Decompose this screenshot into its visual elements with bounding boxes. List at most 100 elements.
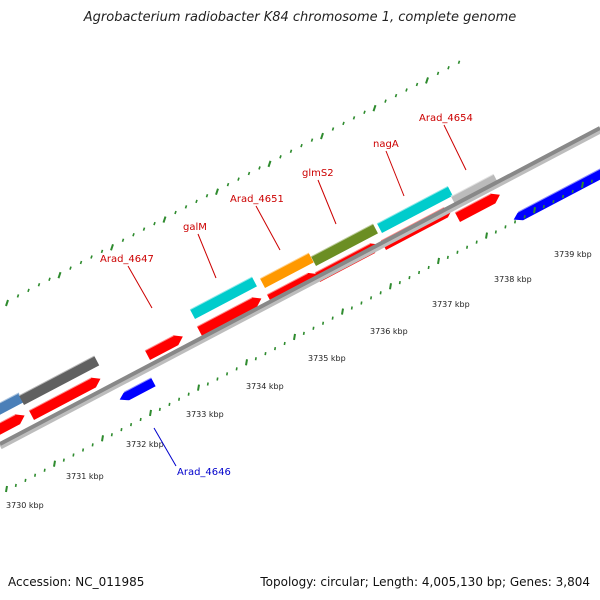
map-title: Agrobacterium radiobacter K84 chromosome…	[83, 10, 517, 25]
outer-tick	[247, 171, 251, 176]
inner-tick	[130, 422, 133, 427]
inner-tick	[110, 433, 113, 437]
outer-tick	[142, 227, 146, 231]
outer-tick	[69, 266, 72, 270]
inner-tick	[149, 409, 152, 417]
inner-tick	[302, 331, 305, 335]
reverse-gene	[510, 167, 600, 221]
cog-bar	[259, 251, 314, 288]
cog-bar-highlight	[189, 275, 253, 311]
inner-tick	[485, 232, 488, 239]
inner-tick	[360, 301, 363, 305]
forward-gene-highlight	[196, 296, 253, 328]
inner-tick	[427, 265, 430, 270]
inner-tick	[34, 473, 37, 477]
cog-bar	[18, 354, 100, 405]
inner-tick	[389, 283, 392, 290]
scale-labels: 3730 kbp 3731 kbp 3732 kbp 3733 kbp 3734 kbp…	[6, 250, 592, 510]
cog-bar-highlight	[18, 354, 95, 397]
outer-tick	[153, 221, 156, 226]
callout-line	[443, 124, 467, 171]
outer-tick	[195, 199, 198, 204]
backbone-line	[0, 126, 600, 446]
outer-tick	[205, 194, 209, 198]
outer-tick	[57, 271, 62, 279]
scale-label: 3732 kbp	[126, 440, 164, 449]
outer-tick	[457, 60, 461, 64]
outer-tick	[27, 288, 30, 293]
outer-tick	[215, 188, 219, 196]
cog-bar	[450, 173, 499, 206]
outer-tick	[405, 88, 408, 92]
cog-bar-body	[450, 173, 499, 206]
inner-tick	[293, 333, 296, 341]
inner-tick	[418, 270, 421, 275]
outer-tick	[174, 210, 177, 215]
forward-gene-highlight	[28, 376, 92, 412]
inner-tick	[408, 275, 411, 280]
inner-tick	[206, 382, 209, 386]
genome-backbone	[0, 126, 600, 450]
callout-line	[197, 233, 217, 279]
inner-tick	[533, 207, 536, 214]
cog-bar-body	[259, 252, 314, 288]
outer-tick	[310, 138, 314, 142]
scale-label: 3730 kbp	[6, 501, 44, 510]
cog-bar-highlight	[376, 185, 449, 225]
outer-tick	[79, 260, 83, 265]
cog-bar	[189, 275, 257, 319]
inner-tick	[24, 478, 27, 482]
gene-label: Arad_4647	[100, 254, 154, 265]
inner-tick	[504, 225, 507, 229]
cog-bar-body	[0, 392, 24, 415]
inner-tick	[398, 281, 401, 285]
cog-category-track	[0, 173, 499, 415]
inner-tick	[523, 215, 526, 219]
outer-tick	[162, 216, 167, 223]
inner-tick	[590, 179, 593, 183]
callout-line	[255, 205, 281, 251]
callout-line	[385, 150, 405, 197]
inner-tick	[216, 377, 219, 381]
outer-tick	[48, 277, 51, 281]
cog-bar-body	[189, 276, 257, 319]
inner-tick	[283, 341, 286, 346]
scale-label: 3736 kbp	[370, 327, 408, 336]
forward-gene-body	[196, 297, 262, 336]
inner-tick	[120, 428, 123, 432]
inner-tick	[312, 326, 315, 330]
gene-label: Arad_4654	[419, 113, 473, 124]
forward-gene-highlight	[454, 192, 491, 214]
inner-tick	[168, 402, 171, 406]
scale-label: 3731 kbp	[66, 472, 104, 481]
inner-tick	[43, 468, 46, 472]
outer-tick	[226, 182, 230, 187]
outer-tick	[37, 283, 41, 287]
outer-tick	[352, 116, 356, 120]
outer-tick	[300, 143, 303, 148]
inner-tick	[158, 407, 161, 412]
inner-tick	[341, 308, 344, 315]
inner-tick	[139, 417, 142, 422]
gene-label: glmS2	[302, 168, 334, 179]
reverse-gene-body	[119, 377, 156, 401]
inner-tick-ruler	[5, 179, 593, 493]
cog-bar-body	[18, 355, 100, 405]
outer-tick	[320, 132, 324, 140]
forward-gene	[28, 376, 101, 420]
gene-label: Arad_4646	[177, 467, 231, 478]
outer-tick	[331, 127, 335, 131]
outer-tick	[425, 77, 429, 84]
inner-tick	[72, 453, 75, 457]
callout-line	[127, 265, 153, 309]
inner-tick	[5, 485, 8, 493]
inner-tick	[226, 372, 229, 376]
outer-tick	[394, 93, 398, 98]
inner-tick	[264, 352, 267, 356]
inner-tick	[331, 316, 334, 320]
inner-tick	[437, 257, 440, 265]
forward-gene-highlight	[0, 413, 16, 424]
inner-tick	[542, 205, 545, 209]
gene-label: nagA	[373, 139, 399, 150]
outer-tick	[184, 205, 188, 209]
